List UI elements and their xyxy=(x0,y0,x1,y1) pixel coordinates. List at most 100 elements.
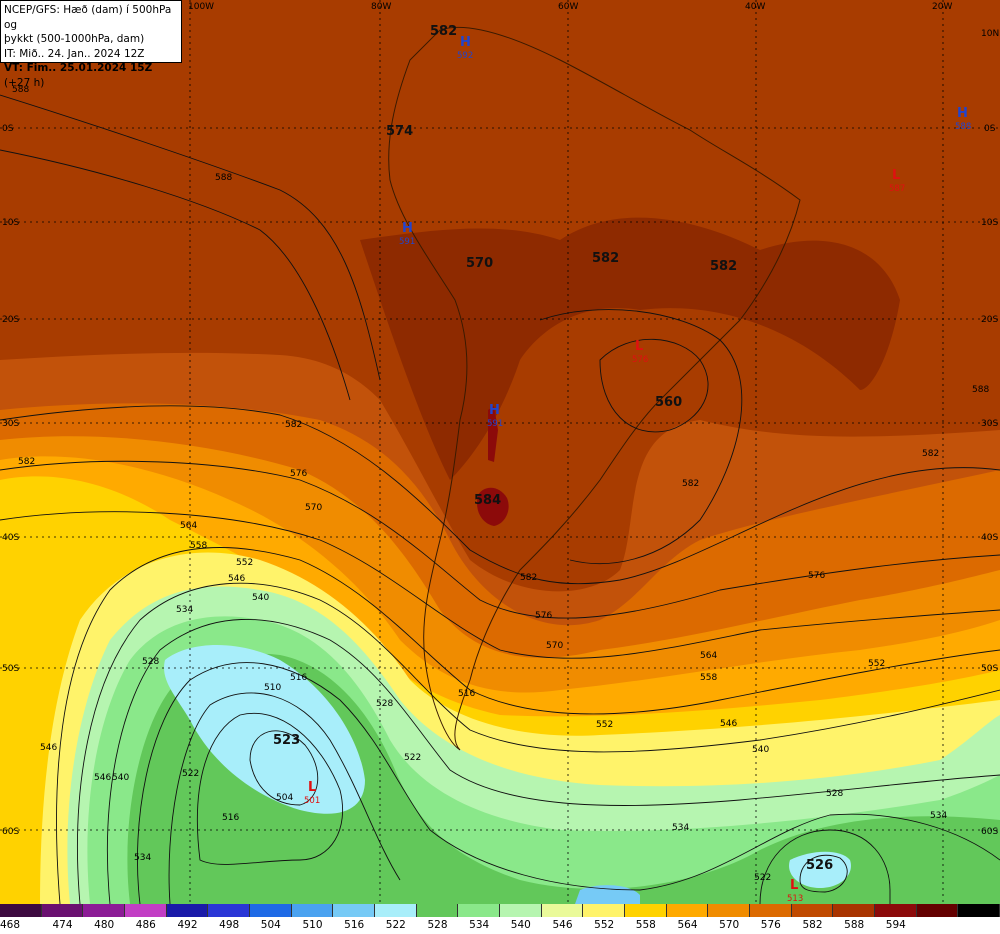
contour-label: 516 xyxy=(222,813,239,823)
thickness-528-band xyxy=(127,653,1000,904)
high-marker-1: H 592 xyxy=(457,35,473,61)
color-legend-label: 468 xyxy=(0,919,21,931)
height-value: 560 xyxy=(655,395,682,410)
contour-label: 582 xyxy=(682,479,699,489)
lat-label: 10S xyxy=(981,218,998,228)
height-value: 523 xyxy=(273,733,300,748)
height-value: 582 xyxy=(430,24,457,39)
high-value: 591 xyxy=(399,237,415,247)
high-pressure-markers: H 592 H 591 H 591 H 588 xyxy=(399,35,971,429)
lat-label: 60S xyxy=(2,827,19,837)
low-value: 513 xyxy=(787,894,803,904)
color-legend-label: 558 xyxy=(635,919,656,931)
low-value: 576 xyxy=(632,355,648,365)
color-legend-swatch xyxy=(0,904,42,917)
contour-label: 552 xyxy=(596,720,613,730)
high-marker-3: H 591 xyxy=(487,403,503,429)
color-legend-label: 486 xyxy=(135,919,156,931)
contour-label: 552 xyxy=(236,558,253,568)
contour-label: 588 xyxy=(12,85,29,95)
contour-label: 576 xyxy=(535,611,552,621)
longitude-labels: 100W 80W 60W 40W 20W xyxy=(188,2,952,12)
color-legend-swatch xyxy=(791,904,834,917)
contour-label: 546 xyxy=(228,574,245,584)
contour-label: 552 xyxy=(868,659,885,669)
low-value: 587 xyxy=(889,184,905,194)
color-legend: 468 474 480 486 492 498 504 510 516 522 528 534 540 5… xyxy=(0,904,1000,934)
valid-time: VT: Fim.. 25.01.2024 15Z xyxy=(4,62,153,74)
contour-label: 510 xyxy=(264,683,281,693)
forecast-hour: (+27 h) xyxy=(4,76,45,89)
contour-label: 540 xyxy=(112,773,129,783)
low-marker-4: L 587 xyxy=(889,168,905,194)
low-label: L xyxy=(308,780,316,795)
contour-label: 528 xyxy=(376,699,393,709)
low-label: L xyxy=(635,339,643,354)
info-line-3: IT: Mið.. 24. Jan.. 2024 12Z xyxy=(4,47,145,60)
color-legend-label: 474 xyxy=(52,919,73,931)
height-value: 582 xyxy=(710,259,737,274)
low-marker-2: L 501 xyxy=(304,780,320,806)
low-marker-3: L 513 xyxy=(787,878,803,904)
lat-label: 60S xyxy=(981,827,998,837)
color-legend-swatch xyxy=(916,904,959,917)
contour-label: 522 xyxy=(754,873,771,883)
color-legend-swatch xyxy=(291,904,334,917)
contour-label: 582 xyxy=(285,420,302,430)
thickness-588-blob xyxy=(477,487,509,526)
contour-label: 582 xyxy=(520,573,537,583)
high-value: 592 xyxy=(457,51,473,61)
lat-label: 10S xyxy=(2,218,19,228)
lat-label: 40S xyxy=(981,533,998,543)
color-legend-label: 516 xyxy=(344,919,365,931)
high-label: H xyxy=(402,221,413,236)
high-label: H xyxy=(957,106,968,121)
weather-map: 588 588 582 582 582 576 576 570 564 558 … xyxy=(0,0,1000,904)
lon-label: 60W xyxy=(558,2,578,12)
lat-label: 40S xyxy=(2,533,19,543)
color-legend-swatch xyxy=(625,904,667,917)
contour-label: 522 xyxy=(404,753,421,763)
contour-label: 540 xyxy=(752,745,769,755)
color-legend-swatch xyxy=(83,904,126,917)
color-legend-swatch xyxy=(333,904,376,917)
lon-label: 80W xyxy=(371,2,391,12)
contour-label: 576 xyxy=(290,469,307,479)
height-value: 582 xyxy=(592,251,619,266)
contour-label: 558 xyxy=(190,541,207,551)
contour-label: 564 xyxy=(700,651,717,661)
color-legend-swatch xyxy=(833,904,876,917)
color-legend-labels: 468 474 480 486 492 498 504 510 516 522 528 534 540 5… xyxy=(0,918,1000,934)
color-legend-label: 582 xyxy=(802,919,823,931)
latitude-labels-right: 10N 0S 10S 20S 30S 40S 50S 60S xyxy=(981,29,999,837)
color-legend-label: 498 xyxy=(219,919,240,931)
contour-label: 558 xyxy=(700,673,717,683)
lat-label: 30S xyxy=(981,419,998,429)
contour-label: 570 xyxy=(546,641,563,651)
high-label: H xyxy=(489,403,500,418)
color-legend-label: 588 xyxy=(844,919,865,931)
height-values: 582 574 570 582 582 560 584 523 526 xyxy=(273,24,833,873)
color-legend-swatch xyxy=(125,904,167,917)
contour-label: 540 xyxy=(252,593,269,603)
color-legend-label: 540 xyxy=(510,919,531,931)
contour-labels: 588 588 582 582 582 576 576 570 564 558 … xyxy=(12,85,989,883)
color-legend-label: 480 xyxy=(94,919,115,931)
lat-label: 50S xyxy=(2,664,19,674)
lat-label: 20S xyxy=(981,315,998,325)
contour-label: 564 xyxy=(180,521,197,531)
color-legend-label: 504 xyxy=(260,919,281,931)
color-legend-label: 576 xyxy=(760,919,781,931)
contour-label: 522 xyxy=(182,769,199,779)
color-legend-label: 492 xyxy=(177,919,198,931)
thickness-588-blob-n xyxy=(488,406,498,462)
color-legend-swatch xyxy=(875,904,917,917)
color-legend-label: 570 xyxy=(719,919,740,931)
low-label: L xyxy=(790,878,798,893)
color-legend-swatch xyxy=(208,904,251,917)
color-legend-swatches xyxy=(0,904,1000,918)
color-legend-swatch xyxy=(500,904,542,917)
color-legend-label: 564 xyxy=(677,919,698,931)
color-legend-swatch xyxy=(541,904,584,917)
contour-label: 534 xyxy=(134,853,151,863)
